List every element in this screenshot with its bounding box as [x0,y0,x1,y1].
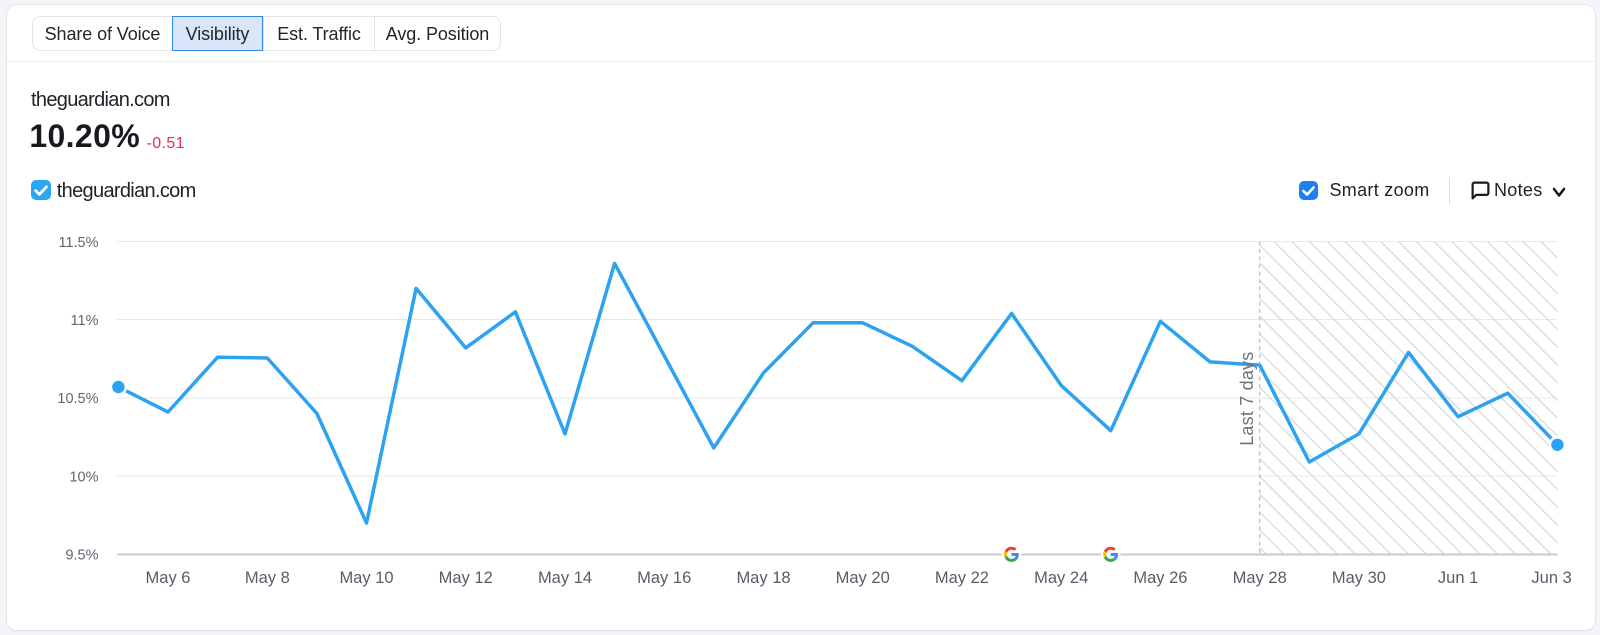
svg-text:May 18: May 18 [736,569,790,587]
svg-text:May 24: May 24 [1034,569,1088,587]
svg-text:May 28: May 28 [1233,569,1287,587]
svg-text:May 12: May 12 [439,569,493,587]
svg-text:11.5%: 11.5% [58,235,98,251]
svg-text:10%: 10% [69,469,98,485]
svg-text:9.5%: 9.5% [65,548,98,564]
svg-text:May 30: May 30 [1332,569,1386,587]
svg-text:Jun 1: Jun 1 [1438,569,1478,587]
svg-text:May 10: May 10 [339,569,393,587]
svg-text:May 26: May 26 [1133,569,1187,587]
svg-text:May 20: May 20 [836,569,890,587]
svg-text:Last 7 days: Last 7 days [1237,352,1257,446]
svg-text:May 16: May 16 [637,569,691,587]
svg-text:May 14: May 14 [538,569,592,587]
svg-text:May 6: May 6 [146,569,191,587]
svg-text:10.5%: 10.5% [57,391,98,407]
svg-text:Jun 3: Jun 3 [1531,569,1571,587]
svg-text:11%: 11% [71,313,99,329]
svg-text:May 22: May 22 [935,569,989,587]
svg-text:May 8: May 8 [245,569,290,587]
